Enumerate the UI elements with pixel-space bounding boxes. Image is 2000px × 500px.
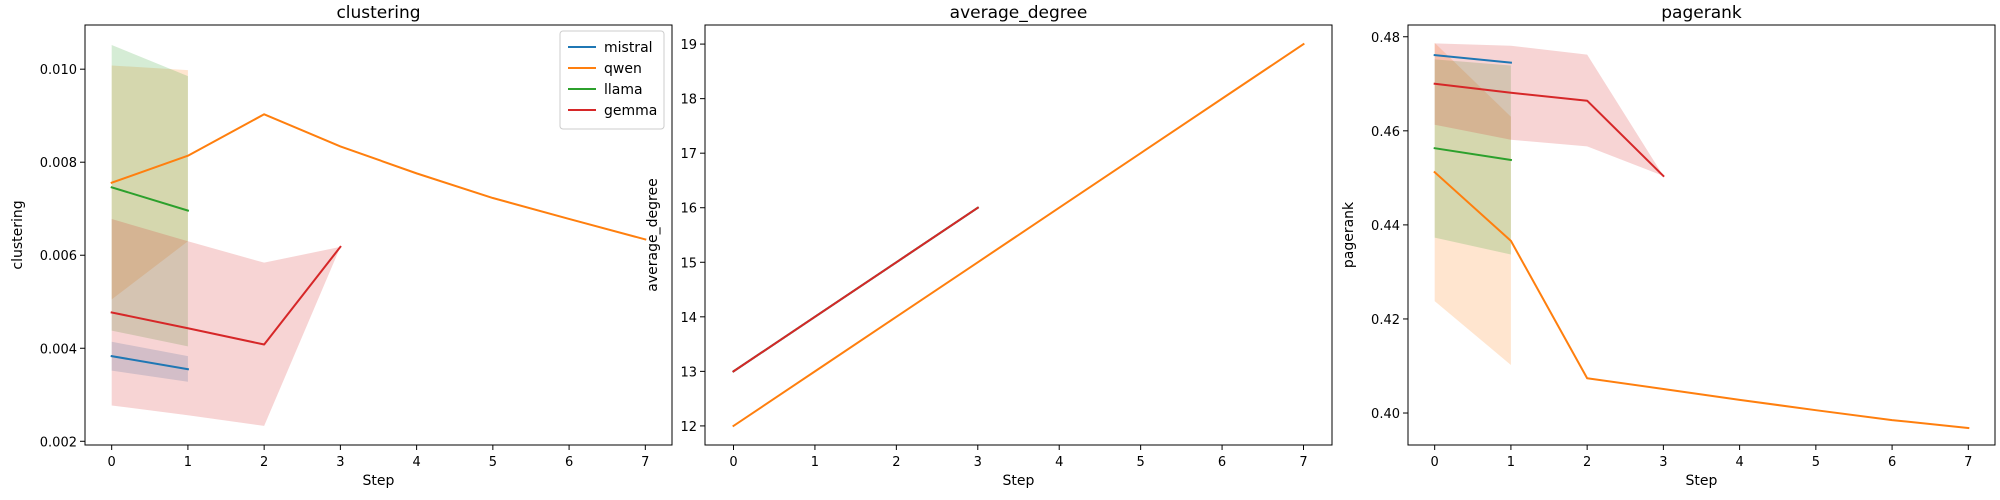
x-tick-label: 0 [1431, 455, 1439, 470]
legend-label-llama: llama [604, 82, 643, 98]
y-tick-label: 0.40 [1371, 407, 1400, 422]
y-tick-label: 12 [680, 420, 697, 435]
x-tick-label: 7 [1299, 455, 1307, 470]
legend-label-gemma: gemma [604, 103, 657, 119]
y-tick-label: 15 [680, 256, 697, 271]
series-line-llama [110, 186, 190, 212]
x-axis-label: Step [1686, 473, 1718, 489]
y-tick-label: 0.006 [40, 249, 77, 264]
plot-frame [84, 24, 673, 446]
y-tick-label: 0.002 [40, 435, 77, 450]
y-tick-label: 17 [680, 147, 697, 162]
y-tick-label: 0.46 [1371, 125, 1400, 140]
y-tick-label: 0.010 [40, 63, 77, 78]
confidence-bands [111, 45, 341, 426]
y-tick-label: 0.48 [1371, 31, 1400, 46]
chart-title: pagerank [1661, 3, 1742, 23]
y-tick-label: 0.44 [1371, 219, 1400, 234]
x-tick-label: 3 [1659, 455, 1667, 470]
legend: mistral qwen llama gemma [559, 30, 665, 130]
y-tick-label: 18 [680, 93, 697, 108]
x-tick-label: 1 [1507, 455, 1515, 470]
x-tick-label: 5 [1812, 455, 1820, 470]
x-tick-label: 3 [336, 455, 344, 470]
band-llama [111, 45, 188, 347]
x-tick-label: 5 [1137, 455, 1145, 470]
plot-frame [704, 24, 1333, 446]
y-tick-label: 16 [680, 202, 697, 217]
y-tick-label: 19 [680, 38, 697, 53]
x-tick-label: 3 [974, 455, 982, 470]
x-axis-label: Step [1003, 473, 1035, 489]
y-tick-label: 0.42 [1371, 313, 1400, 328]
series-line-llama [1433, 147, 1513, 162]
y-tick-label: 0.008 [40, 156, 77, 171]
legend-box [559, 30, 665, 130]
band-qwen [1434, 42, 1511, 366]
x-axis-label: Step [363, 473, 395, 489]
series-lines [732, 42, 1305, 428]
chart-title: average_degree [950, 3, 1088, 23]
x-tick-label: 6 [1888, 455, 1896, 470]
series-line-gemma [732, 206, 980, 373]
x-tick-label: 2 [1583, 455, 1591, 470]
x-tick-label: 7 [641, 455, 649, 470]
series-line-qwen [732, 42, 1305, 428]
panel-clustering: clustering 0 1 2 3 4 5 6 7 0.002 0.004 0.006 0.008 0.… [10, 3, 673, 489]
x-tick-label: 1 [184, 455, 192, 470]
x-tick-label: 5 [489, 455, 497, 470]
x-tick-label: 6 [1218, 455, 1226, 470]
band-llama [1434, 59, 1511, 255]
band-qwen [111, 65, 188, 300]
y-tick-label: 0.004 [40, 342, 77, 357]
series-lines [110, 113, 647, 371]
x-tick-label: 4 [1055, 455, 1063, 470]
legend-label-mistral: mistral [604, 40, 653, 56]
plot-frame [1407, 24, 1996, 446]
band-gemma [111, 218, 341, 426]
chart-title: clustering [336, 3, 420, 23]
x-tick-label: 2 [260, 455, 268, 470]
y-axis-label: clustering [10, 200, 26, 269]
legend-label-qwen: qwen [604, 61, 642, 77]
x-tick-label: 0 [729, 455, 737, 470]
y-tick-label: 14 [680, 311, 697, 326]
series-line-mistral [110, 355, 190, 371]
series-line-qwen [110, 113, 647, 241]
y-axis-label: average_degree [645, 178, 661, 291]
series-lines [1433, 54, 1970, 430]
y-tick-label: 13 [680, 365, 697, 380]
x-tick-label: 4 [412, 455, 420, 470]
x-tick-label: 1 [811, 455, 819, 470]
x-tick-label: 4 [1735, 455, 1743, 470]
series-line-gemma [1433, 82, 1665, 178]
x-tick-label: 2 [892, 455, 900, 470]
series-line-gemma [110, 245, 342, 346]
x-tick-label: 0 [108, 455, 116, 470]
band-gemma [1434, 43, 1664, 176]
y-axis-label: pagerank [1341, 201, 1357, 268]
confidence-bands [1434, 42, 1664, 366]
panel-pagerank: pagerank 0 1 2 3 4 5 6 7 0.40 0.42 0.44 0.46 0.48 Step… [1341, 3, 1996, 489]
series-line-mistral [1433, 54, 1513, 64]
x-tick-label: 7 [1964, 455, 1972, 470]
x-tick-label: 6 [565, 455, 573, 470]
series-line-qwen [1433, 170, 1970, 430]
